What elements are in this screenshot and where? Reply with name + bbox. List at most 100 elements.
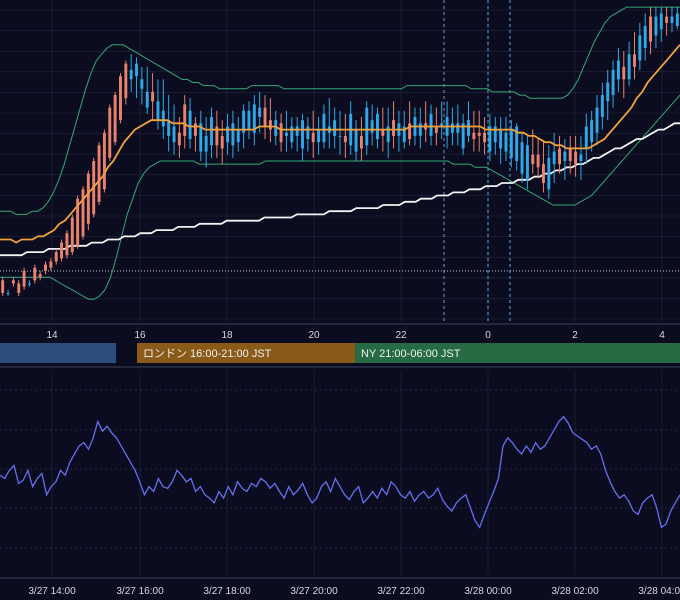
candle-body — [633, 54, 636, 67]
candle-body — [60, 242, 64, 259]
candle-body — [472, 132, 476, 140]
candle-body — [322, 113, 326, 143]
candle-body — [81, 189, 85, 237]
candle-body — [386, 126, 390, 143]
candle-body — [193, 123, 197, 136]
candle-body — [499, 129, 503, 149]
oscillator-grid — [0, 370, 680, 575]
candle-body — [541, 164, 545, 183]
candle-body — [306, 126, 310, 140]
time-axis: 3/27 14:00 3/27 16:00 3/27 18:00 3/27 20… — [0, 577, 680, 597]
candle-body — [354, 129, 358, 152]
bollinger-lower-band — [0, 94, 680, 300]
candle-body — [301, 120, 304, 149]
price-axis-tick-label: 14 — [46, 330, 58, 341]
session-london-label: ロンドン 16:00-21:00 JST — [143, 348, 272, 360]
fast-ma-line — [0, 44, 680, 244]
candle-body — [606, 82, 610, 102]
candle-body — [124, 63, 128, 99]
candle-body — [226, 126, 230, 143]
candle-body — [274, 120, 278, 136]
candle-body — [119, 76, 122, 121]
price-grid — [0, 0, 680, 322]
time-axis-tick-label: 3/28 04:00 — [638, 586, 680, 597]
time-axis-tick-label: 3/27 16:00 — [116, 586, 164, 597]
candle-body — [467, 120, 470, 136]
candle-body — [204, 135, 208, 152]
candle-body — [102, 132, 106, 190]
candle-body — [418, 123, 422, 136]
candle-body — [242, 110, 246, 133]
candle-body — [483, 132, 487, 143]
candle-body — [236, 129, 240, 143]
candle-body — [659, 13, 663, 30]
price-pane[interactable] — [0, 0, 680, 322]
candle-body — [461, 123, 465, 149]
candle-body — [595, 107, 599, 133]
candle-body — [616, 60, 620, 80]
oscillator-pane[interactable] — [0, 370, 680, 575]
candle-body — [376, 113, 379, 140]
candle-body — [504, 132, 508, 152]
oscillator-line — [0, 415, 680, 529]
candle-body — [434, 126, 438, 133]
candle-body — [268, 120, 272, 130]
time-axis-tick-label: 3/27 20:00 — [290, 586, 338, 597]
session-ny-block — [355, 343, 680, 363]
bollinger-upper-band — [0, 6, 680, 215]
candle-body — [370, 120, 374, 133]
candle-body — [86, 173, 90, 224]
candle-body — [520, 142, 524, 174]
oscillator-path — [0, 415, 680, 529]
price-axis-tick-label: 0 — [485, 330, 491, 341]
candle-body — [145, 91, 149, 108]
bollinger-lower-line — [0, 94, 680, 300]
candle-body — [525, 145, 529, 180]
candle-body — [76, 198, 80, 246]
candle-body — [670, 16, 674, 23]
time-axis-tick-label: 3/27 14:00 — [28, 586, 76, 597]
candle-body — [1, 280, 5, 293]
candle-body — [22, 270, 26, 287]
price-axis-tick-label: 16 — [134, 330, 146, 341]
candle-body — [140, 79, 144, 89]
candle-body — [622, 66, 626, 80]
session-tokyo-block — [0, 343, 116, 363]
candle-body — [600, 95, 604, 118]
candle-body — [49, 261, 53, 268]
candle-body — [284, 132, 288, 136]
price-axis-tick-label: 18 — [221, 330, 233, 341]
candle-body — [359, 135, 363, 149]
candle-body — [381, 129, 385, 136]
candle-body — [365, 107, 369, 146]
candle-body — [408, 123, 412, 140]
time-axis-tick-label: 3/28 00:00 — [464, 586, 512, 597]
candle-body — [215, 126, 219, 146]
session-bar: ロンドン 16:00-21:00 JST NY 21:00-06:00 JST — [0, 343, 680, 363]
candle-body — [38, 274, 42, 278]
candle-body — [113, 95, 117, 143]
candle-body — [338, 135, 342, 137]
candle-body — [402, 126, 406, 143]
candle-body — [547, 157, 551, 190]
candle-body — [177, 132, 181, 146]
time-axis-tick-label: 3/27 22:00 — [377, 586, 425, 597]
candle-body — [333, 120, 337, 136]
candle-body — [450, 123, 454, 133]
candle-body — [33, 267, 37, 281]
candle-body — [429, 113, 433, 136]
candle-body — [536, 154, 540, 168]
candle-body — [440, 123, 444, 127]
candle-body — [167, 120, 171, 136]
candle-body — [317, 129, 321, 143]
candle-body — [172, 126, 176, 143]
price-axis-tick-label: 2 — [572, 330, 578, 341]
candle-body — [665, 16, 669, 23]
candle-body — [65, 233, 69, 256]
price-axis-tick-label: 20 — [308, 330, 320, 341]
candle-body — [509, 129, 513, 158]
candle-body — [579, 154, 583, 161]
candle-body — [638, 35, 642, 61]
candle-body — [27, 283, 31, 285]
candle-body — [493, 126, 497, 143]
